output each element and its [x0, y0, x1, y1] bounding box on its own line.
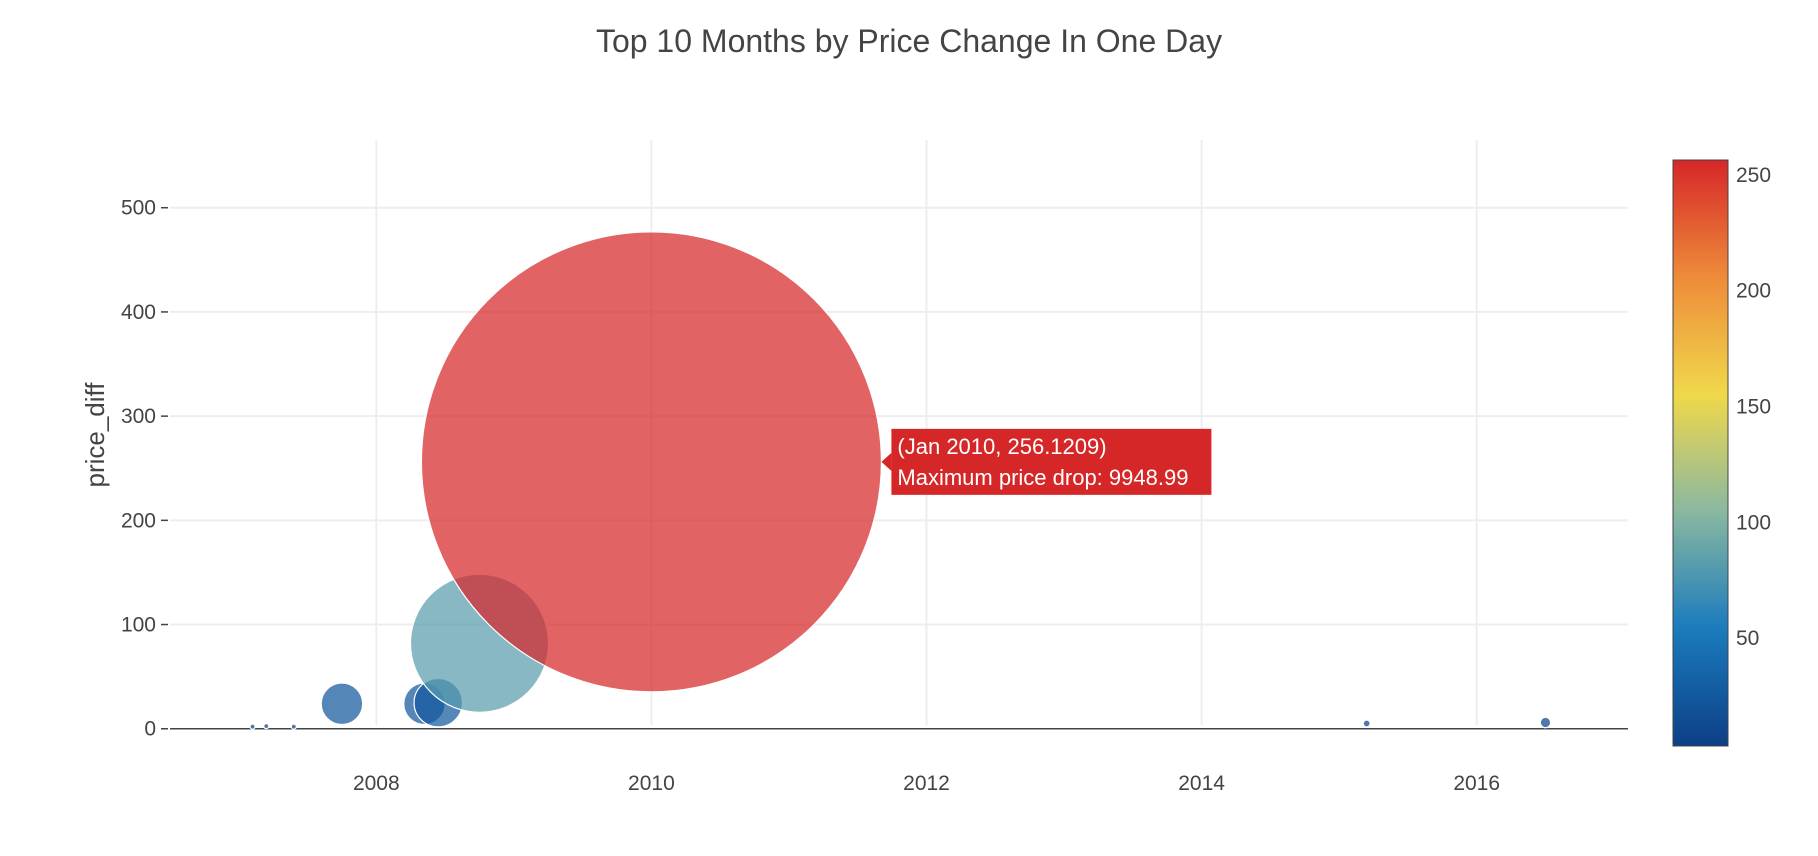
colorbar-tick-label: 100	[1736, 511, 1771, 534]
tooltip-arrow	[881, 452, 892, 471]
x-tick-label: 2012	[903, 772, 950, 795]
colorbar	[1672, 159, 1729, 747]
chart-title: Top 10 Months by Price Change In One Day	[596, 23, 1222, 59]
x-tick-label: 2010	[628, 772, 675, 795]
bubble-3[interactable]	[320, 682, 364, 726]
bubble-9[interactable]	[1539, 716, 1552, 729]
colorbar-tick-label: 50	[1736, 627, 1759, 650]
hover-tooltip: (Jan 2010, 256.1209) Maximum price drop:…	[881, 428, 1212, 495]
y-tick-label: 500	[121, 197, 156, 220]
x-axis: 2008 2010 2012 2014 2016	[353, 772, 1500, 795]
y-axis: 0 100 200 300 400 500	[121, 197, 168, 741]
y-gridlines	[170, 206, 1628, 626]
y-tick-label: 400	[121, 301, 156, 324]
colorbar-tick-label: 250	[1736, 164, 1771, 187]
bubble-0[interactable]	[249, 723, 256, 730]
tooltip-line-2: Maximum price drop: 9948.99	[897, 465, 1188, 490]
x-tick-label: 2016	[1453, 772, 1500, 795]
bubble-7[interactable]	[420, 231, 883, 693]
y-axis-label: price_diff	[80, 382, 110, 488]
x-tick-label: 2008	[353, 772, 400, 795]
colorbar-tick-label: 150	[1736, 396, 1771, 419]
colorbar-ticks: 50 100 150 200 250	[1736, 164, 1771, 650]
bubbles[interactable]	[249, 231, 1552, 730]
tooltip-line-1: (Jan 2010, 256.1209)	[897, 434, 1106, 459]
bubble-1[interactable]	[263, 723, 270, 730]
tooltip-box	[891, 428, 1212, 495]
y-tick-label: 300	[121, 405, 156, 428]
x-tick-label: 2014	[1178, 772, 1225, 795]
bubble-8[interactable]	[1362, 719, 1371, 728]
bubble-2[interactable]	[290, 723, 297, 730]
y-tick-label: 200	[121, 509, 156, 532]
y-tick-label: 0	[144, 718, 156, 741]
colorbar-tick-label: 200	[1736, 280, 1771, 303]
y-tick-label: 100	[121, 614, 156, 637]
